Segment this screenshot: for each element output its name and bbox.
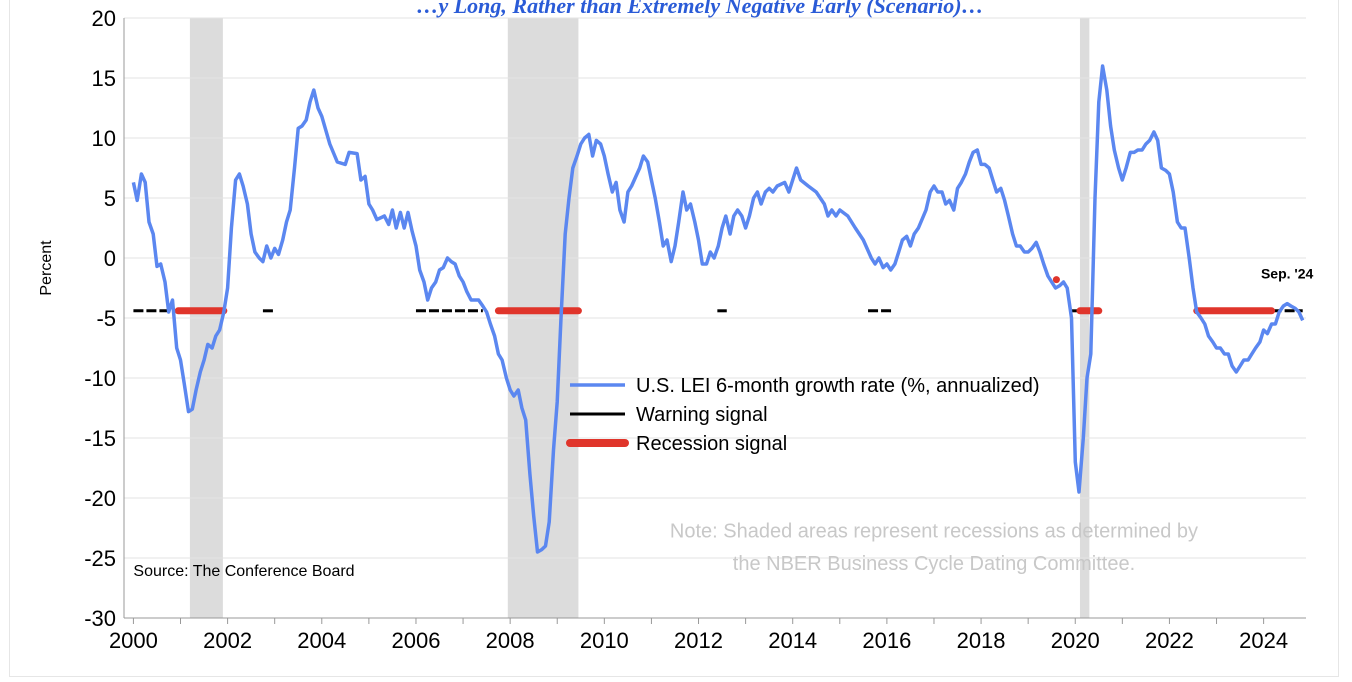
source-label: Source: The Conference Board xyxy=(133,563,354,580)
series-layer xyxy=(131,64,1305,554)
note-line-1: Note: Shaded areas represent recessions … xyxy=(670,521,1198,543)
text-layer: …y Long, Rather than Extremely Negative … xyxy=(133,0,1313,580)
x-tick-label-2020: 2020 xyxy=(1051,628,1100,653)
legend-label-warning: Warning signal xyxy=(636,404,768,426)
x-tick-label-2000: 2000 xyxy=(109,628,158,653)
y-tick-label--20: -20 xyxy=(84,486,116,511)
y-tick-label--15: -15 xyxy=(84,426,116,451)
x-tick-label-2008: 2008 xyxy=(486,628,535,653)
x-tick-label-2014: 2014 xyxy=(768,628,817,653)
y-tick-label--5: -5 xyxy=(96,306,116,331)
x-tick-label-2018: 2018 xyxy=(957,628,1006,653)
chart-title: …y Long, Rather than Extremely Negative … xyxy=(416,0,983,18)
y-tick-label--10: -10 xyxy=(84,366,116,391)
x-tick-label-2022: 2022 xyxy=(1145,628,1194,653)
y-tick-label-15: 15 xyxy=(92,66,116,91)
x-tick-label-2016: 2016 xyxy=(862,628,911,653)
y-axis-label: Percent xyxy=(38,240,55,296)
x-tick-label-2002: 2002 xyxy=(203,628,252,653)
y-tick-label-20: 20 xyxy=(92,6,116,31)
legend-label-lei: U.S. LEI 6-month growth rate (%, annuali… xyxy=(636,375,1040,397)
lei-growth-line xyxy=(131,64,1305,554)
x-tick-label-2010: 2010 xyxy=(580,628,629,653)
note-line-2: the NBER Business Cycle Dating Committee… xyxy=(733,553,1135,575)
y-tick-label--25: -25 xyxy=(84,546,116,571)
y-tick-label-10: 10 xyxy=(92,126,116,151)
recession-signal-point-0 xyxy=(1052,276,1060,284)
x-tick-label-2004: 2004 xyxy=(297,628,346,653)
signal-layer xyxy=(133,276,1303,315)
legend: U.S. LEI 6-month growth rate (%, annuali… xyxy=(566,375,1040,455)
y-tick-label--30: -30 xyxy=(84,606,116,631)
x-tick-label-2006: 2006 xyxy=(391,628,440,653)
x-tick-label-2012: 2012 xyxy=(674,628,723,653)
y-tick-label-0: 0 xyxy=(104,246,116,271)
last-reading-label: Sep. '24 xyxy=(1261,265,1314,281)
chart-frame: 20 15 10 5 0 -5 -10 -15 -20 -25 -30 2000 2002 2004 200… xyxy=(10,0,1338,676)
legend-label-recession: Recession signal xyxy=(636,433,787,455)
y-tick-label-5: 5 xyxy=(104,186,116,211)
x-tick-label-2024: 2024 xyxy=(1239,628,1288,653)
